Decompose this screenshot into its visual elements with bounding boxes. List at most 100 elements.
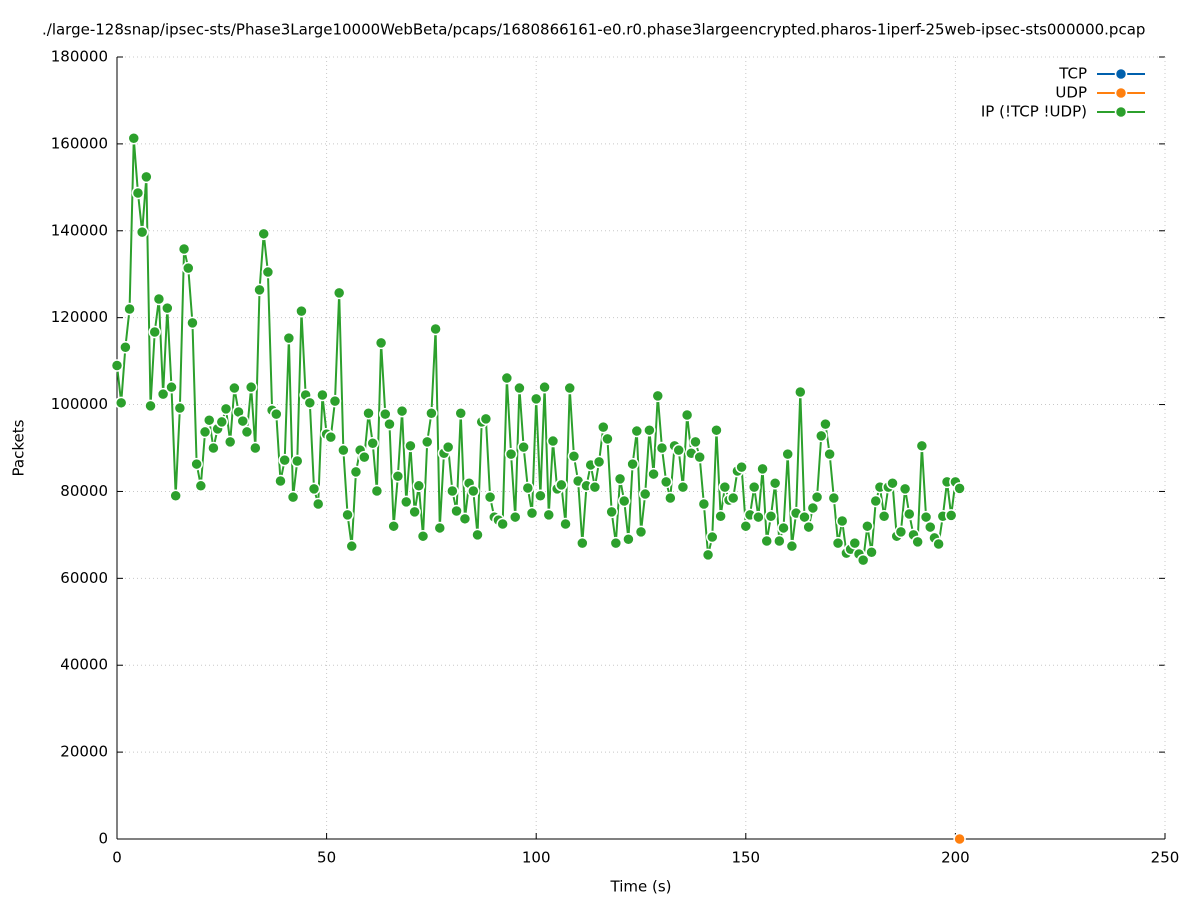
- data-point: [701, 548, 715, 562]
- data-point: [219, 402, 233, 416]
- data-point: [249, 441, 262, 455]
- data-point: [240, 425, 254, 439]
- data-point: [441, 440, 455, 454]
- data-point: [358, 450, 371, 464]
- data-point: [810, 490, 824, 504]
- y-tick-label: 0: [98, 830, 108, 848]
- y-tick-label: 80000: [60, 482, 108, 500]
- data-point: [328, 394, 342, 408]
- data-point: [664, 491, 677, 505]
- data-point: [362, 406, 375, 420]
- data-point: [198, 425, 212, 439]
- data-point: [597, 420, 610, 434]
- data-point: [768, 476, 782, 490]
- data-point: [303, 396, 317, 410]
- data-point: [399, 495, 413, 509]
- data-point: [270, 407, 283, 421]
- data-point: [349, 465, 363, 479]
- data-point: [559, 517, 572, 531]
- legend-label: UDP: [1055, 84, 1087, 102]
- data-point: [148, 325, 161, 339]
- data-point: [655, 441, 669, 455]
- data-point: [341, 508, 354, 522]
- data-point: [345, 539, 359, 553]
- data-point: [508, 510, 522, 524]
- data-point: [697, 497, 711, 511]
- y-tick-label: 180000: [51, 48, 108, 66]
- data-point: [190, 457, 203, 471]
- data-point: [479, 412, 493, 426]
- data-point: [253, 283, 266, 297]
- data-point: [404, 439, 417, 453]
- data-point: [680, 408, 694, 422]
- data-point: [324, 430, 338, 444]
- data-point: [131, 186, 145, 200]
- data-point: [295, 304, 308, 318]
- data-point: [412, 479, 426, 493]
- data-point: [651, 389, 665, 403]
- data-point: [383, 417, 396, 431]
- data-point: [366, 436, 379, 450]
- data-point: [588, 480, 602, 494]
- data-point: [546, 434, 560, 448]
- data-point: [659, 475, 673, 489]
- data-point: [777, 521, 790, 535]
- data-point: [815, 429, 828, 443]
- data-point: [337, 443, 350, 457]
- data-point: [291, 454, 304, 468]
- data-point: [496, 517, 509, 531]
- data-point: [223, 435, 237, 449]
- x-tick-label: 150: [731, 849, 760, 867]
- data-point: [747, 480, 761, 494]
- data-point: [156, 387, 170, 401]
- data-point: [261, 265, 275, 279]
- data-point: [626, 457, 639, 471]
- data-point: [693, 450, 706, 464]
- data-point: [643, 423, 656, 437]
- data-point: [332, 286, 346, 300]
- data-point: [370, 484, 384, 498]
- data-point: [706, 530, 719, 544]
- data-point: [517, 440, 530, 454]
- y-tick-label: 160000: [51, 134, 108, 152]
- x-tick-label: 0: [112, 849, 122, 867]
- y-tick-label: 60000: [60, 569, 108, 587]
- legend-marker: [1114, 67, 1128, 81]
- data-point: [525, 506, 539, 520]
- data-point: [513, 381, 526, 395]
- data-point: [856, 553, 870, 567]
- data-point: [538, 380, 551, 394]
- data-point: [425, 406, 438, 420]
- data-point: [521, 481, 535, 495]
- data-point: [446, 484, 459, 498]
- data-point: [471, 528, 484, 542]
- data-point: [794, 385, 807, 399]
- data-point: [609, 536, 623, 550]
- data-point: [504, 447, 518, 461]
- data-point: [110, 359, 124, 372]
- data-point: [617, 494, 631, 508]
- data-point: [932, 537, 945, 551]
- data-point: [894, 525, 908, 539]
- data-point: [739, 519, 753, 533]
- data-point: [161, 301, 174, 315]
- data-point: [726, 491, 740, 505]
- data-point: [127, 131, 141, 145]
- data-point: [710, 423, 723, 437]
- data-point: [576, 536, 589, 550]
- y-tick-label: 20000: [60, 743, 108, 761]
- data-point: [420, 435, 434, 449]
- data-point: [689, 435, 702, 449]
- data-point: [647, 467, 660, 481]
- data-point: [752, 510, 765, 524]
- data-point: [630, 424, 644, 438]
- data-point: [953, 482, 966, 495]
- data-point: [278, 453, 291, 467]
- y-tick-label: 120000: [51, 308, 108, 326]
- data-point: [215, 415, 229, 429]
- data-point: [806, 501, 820, 515]
- data-point: [827, 491, 841, 505]
- data-point: [869, 494, 883, 508]
- data-point: [450, 504, 463, 518]
